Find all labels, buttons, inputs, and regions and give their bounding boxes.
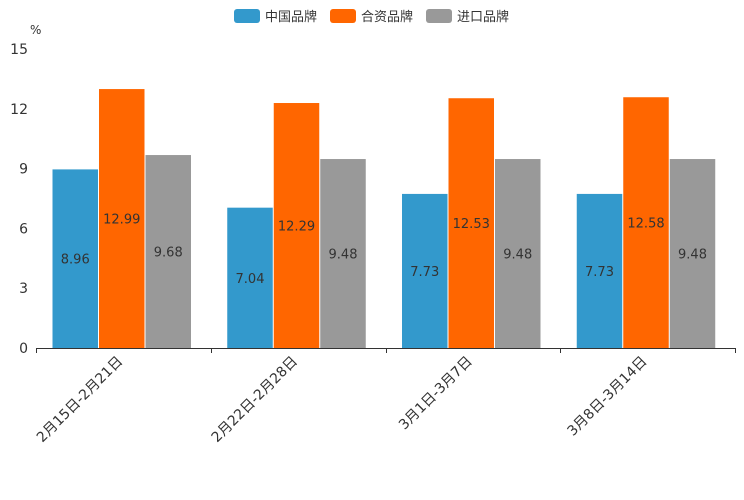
legend-swatch-3[interactable]	[426, 9, 452, 23]
y-tick-label: 9	[19, 162, 28, 178]
bar-1-3[interactable]	[402, 193, 448, 348]
y-tick-label: 12	[10, 102, 28, 118]
x-tick-label: 2月15日-2月21日	[34, 354, 126, 446]
legend-label-2[interactable]: 合资品牌	[361, 9, 413, 25]
bar-3-1[interactable]	[145, 155, 192, 348]
x-tick-label: 3月8日-3月14日	[564, 354, 650, 440]
data-label: 7.73	[585, 265, 614, 280]
bar-3-4[interactable]	[669, 159, 716, 348]
bar-1-2[interactable]	[227, 207, 273, 348]
data-label: 9.48	[503, 248, 532, 263]
bar-2-3[interactable]	[448, 98, 495, 348]
y-tick-label: 3	[19, 281, 28, 297]
legend: 中国品牌 合资品牌 进口品牌	[234, 9, 509, 25]
y-axis-unit-label: %	[30, 23, 41, 37]
bar-3-2[interactable]	[320, 159, 366, 348]
y-axis: 0 3 6 9 12 15	[10, 42, 28, 357]
x-axis: 2月15日-2月21日 2月22日-2月28日 3月1日-3月7日 3月8日-3月14…	[34, 348, 736, 446]
y-tick-label: 0	[19, 341, 28, 357]
x-tick-label: 3月1日-3月7日	[396, 354, 476, 434]
legend-swatch-2[interactable]	[330, 9, 356, 23]
y-tick-label: 15	[10, 42, 28, 58]
data-label: 8.96	[61, 253, 90, 268]
data-label: 7.73	[410, 265, 439, 280]
bar-1-4[interactable]	[576, 193, 623, 348]
data-label: 7.04	[236, 272, 265, 287]
data-label: 12.29	[278, 220, 315, 235]
legend-swatch-1[interactable]	[234, 9, 260, 23]
y-tick-label: 6	[19, 221, 28, 237]
bar-2-4[interactable]	[623, 97, 669, 348]
data-label: 9.68	[154, 246, 183, 261]
data-label: 12.53	[453, 217, 490, 232]
data-label: 9.48	[329, 248, 358, 263]
bar-3-3[interactable]	[495, 159, 541, 348]
bar-2-1[interactable]	[99, 89, 145, 348]
x-tick-label: 2月22日-2月28日	[209, 354, 301, 446]
data-label: 9.48	[678, 248, 707, 263]
bar-1-1[interactable]	[52, 169, 99, 348]
data-label: 12.99	[103, 213, 140, 228]
legend-label-3[interactable]: 进口品牌	[457, 9, 509, 25]
bar-2-2[interactable]	[273, 103, 320, 348]
bars: 8.96 12.99 9.68 7.04 12.29 9.48 7.73 12.53 9.48 7…	[52, 89, 716, 348]
legend-label-1[interactable]: 中国品牌	[265, 9, 317, 25]
data-label: 12.58	[627, 217, 664, 232]
